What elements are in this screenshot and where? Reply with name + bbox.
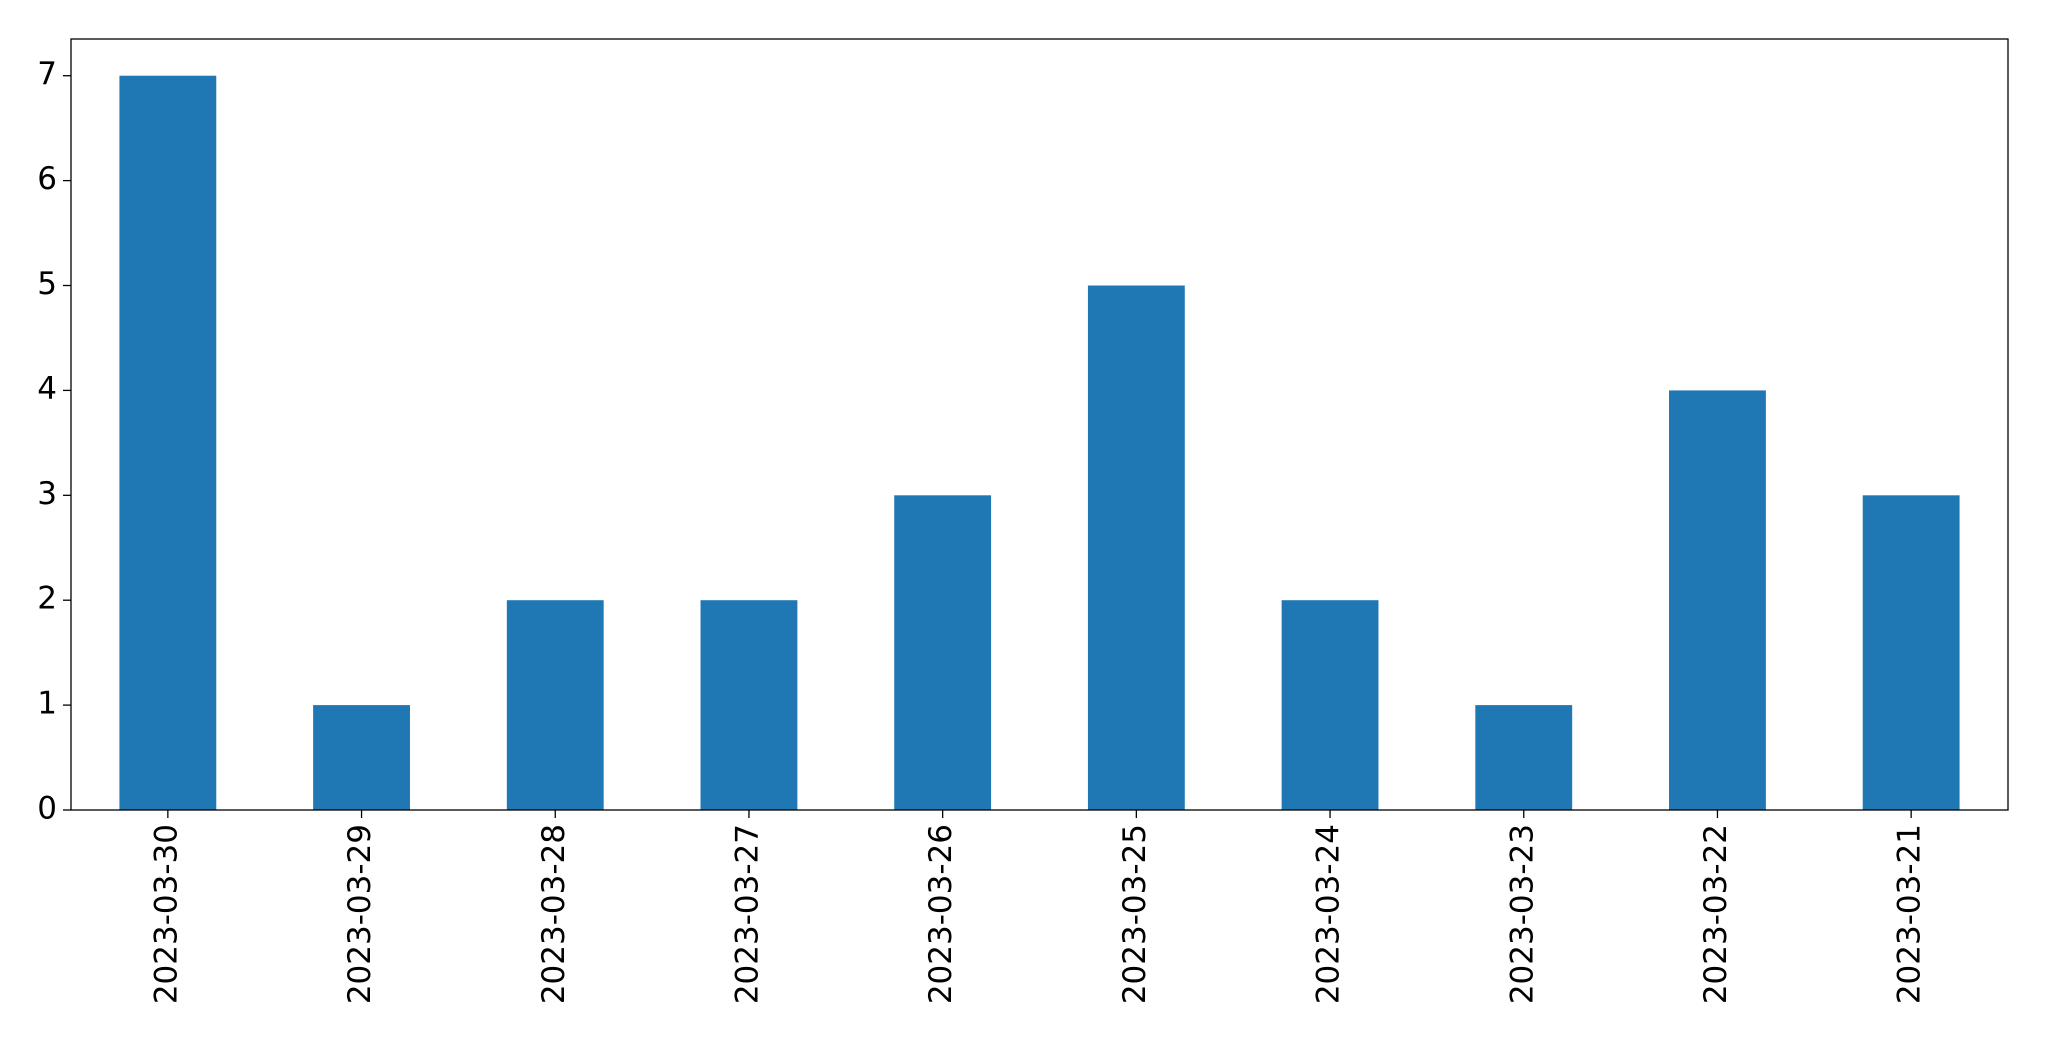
bar xyxy=(506,600,604,810)
x-tick-label: 2023-03-30 xyxy=(148,824,184,1004)
bar xyxy=(700,600,798,810)
bar xyxy=(313,705,410,810)
y-tick-label: 6 xyxy=(37,161,57,197)
y-tick-label: 1 xyxy=(37,686,57,722)
y-tick-label: 5 xyxy=(37,266,57,302)
x-tick-label: 2023-03-28 xyxy=(536,824,572,1004)
bar xyxy=(894,495,992,810)
y-tick-label: 2 xyxy=(37,581,57,617)
y-tick-label: 3 xyxy=(37,476,57,512)
x-tick-label: 2023-03-21 xyxy=(1892,824,1928,1004)
x-tick-label: 2023-03-29 xyxy=(342,824,378,1004)
bar xyxy=(1669,390,1766,810)
x-tick-label: 2023-03-22 xyxy=(1698,824,1734,1004)
x-tick-label: 2023-03-23 xyxy=(1504,824,1540,1004)
y-tick-label: 7 xyxy=(37,56,57,92)
plot-frame xyxy=(70,38,2009,811)
bar xyxy=(1087,285,1185,810)
x-tick-label: 2023-03-27 xyxy=(729,824,765,1004)
x-tick-label: 2023-03-25 xyxy=(1117,824,1153,1004)
bar xyxy=(1862,495,1960,810)
y-tick-label: 4 xyxy=(37,371,57,407)
y-tick-label: 0 xyxy=(37,791,57,827)
x-tick-label: 2023-03-26 xyxy=(923,824,959,1004)
x-tick-label: 2023-03-24 xyxy=(1311,824,1347,1004)
bar xyxy=(1281,600,1379,810)
bar xyxy=(1475,705,1573,810)
bar xyxy=(119,75,217,810)
